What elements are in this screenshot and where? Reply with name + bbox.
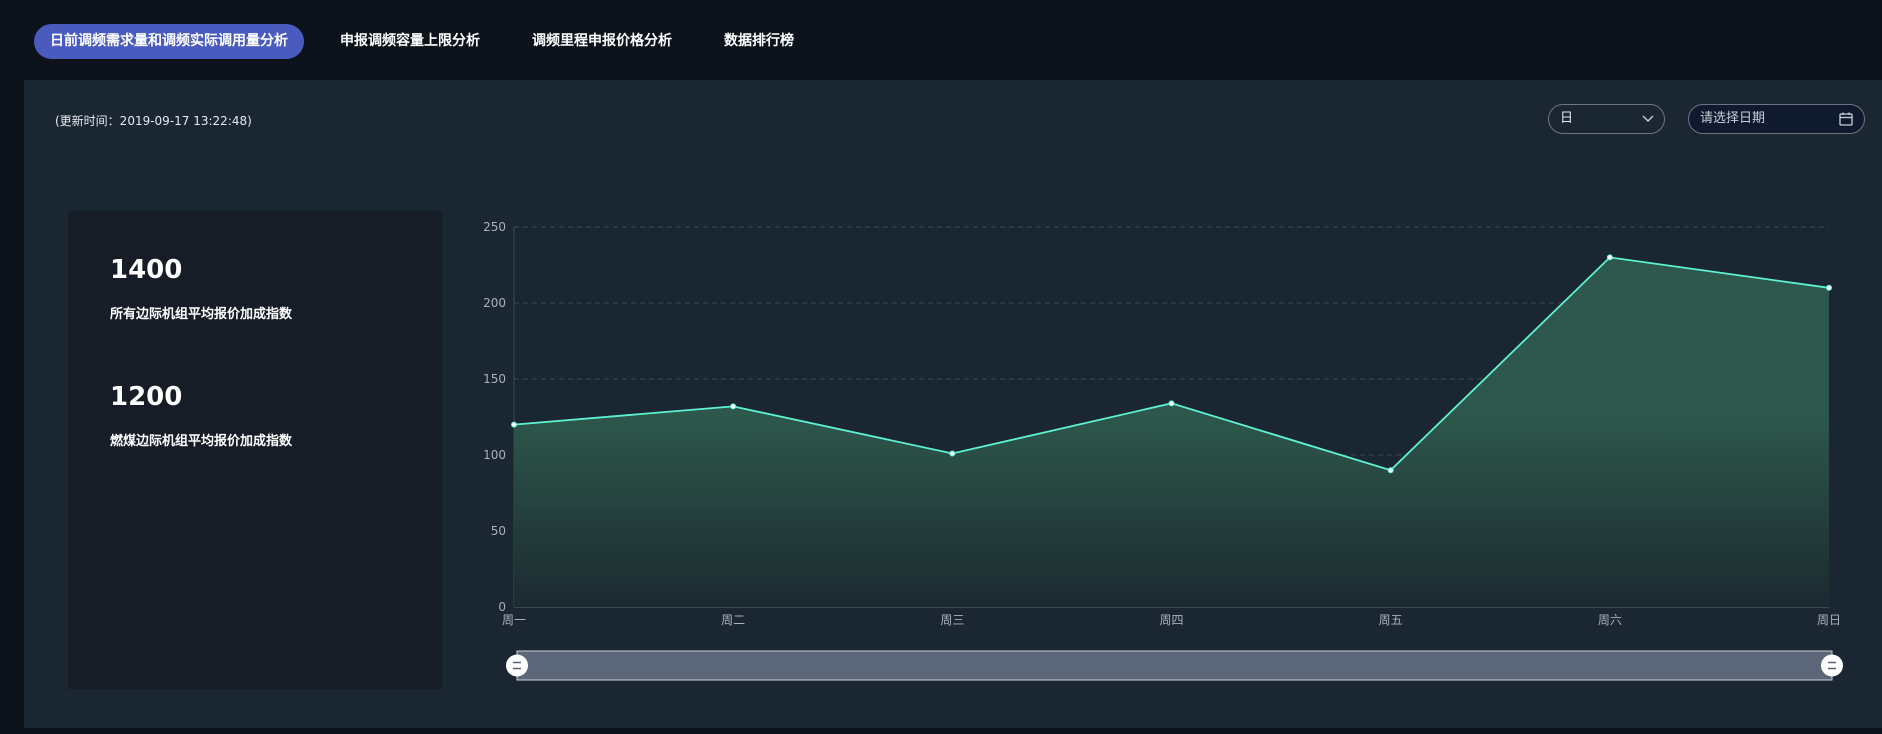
update-time: (更新时间：2019-09-17 13:22:48) — [55, 114, 252, 128]
x-tick-label: 周二 — [721, 613, 745, 627]
period-select[interactable]: 日 — [1548, 104, 1665, 134]
zoom-handle-left[interactable] — [506, 654, 528, 677]
y-tick-label: 50 — [491, 524, 506, 538]
stat-coal-label: 燃煤边际机组平均报价加成指数 — [110, 434, 293, 449]
stat-coal-value: 1200 — [110, 382, 183, 412]
data-point[interactable] — [949, 450, 956, 457]
x-tick-label: 周五 — [1379, 613, 1403, 627]
x-axis: 周一 周二 周三 周四 周五 周六 周日 — [502, 613, 1841, 627]
stat-all-value: 1400 — [110, 255, 183, 285]
data-point[interactable] — [1606, 254, 1613, 261]
series-area — [514, 257, 1829, 607]
data-point[interactable] — [1826, 284, 1832, 291]
calendar-icon — [1839, 112, 1853, 126]
chevron-down-icon — [1642, 115, 1654, 122]
tab-demand-vs-usage[interactable]: 日前调频需求量和调频实际调用量分析 — [34, 24, 304, 59]
x-tick-label: 周三 — [940, 613, 964, 627]
zoom-window[interactable] — [516, 650, 1833, 681]
x-tick-label: 周四 — [1159, 613, 1183, 627]
x-tick-label: 周六 — [1598, 613, 1622, 627]
tab-ranking[interactable]: 数据排行榜 — [724, 33, 794, 49]
date-placeholder: 请选择日期 — [1700, 111, 1766, 126]
stat-all-label: 所有边际机组平均报价加成指数 — [110, 307, 293, 322]
x-tick-label: 周日 — [1817, 613, 1841, 627]
data-point[interactable] — [1168, 400, 1175, 407]
y-axis: 0 50 100 150 200 250 — [483, 220, 506, 614]
y-tick-label: 100 — [483, 448, 506, 462]
zoom-handle-right[interactable] — [1821, 654, 1843, 677]
series-points — [511, 254, 1832, 474]
period-select-value: 日 — [1560, 111, 1574, 126]
data-zoom-slider[interactable] — [506, 650, 1843, 681]
stats-panel: 1400 所有边际机组平均报价加成指数 1200 燃煤边际机组平均报价加成指数 — [68, 211, 442, 689]
y-tick-label: 0 — [498, 600, 506, 614]
y-tick-label: 250 — [483, 220, 506, 234]
date-picker[interactable]: 请选择日期 — [1688, 104, 1865, 134]
data-point[interactable] — [1387, 467, 1394, 474]
y-tick-label: 150 — [483, 372, 506, 386]
y-tick-label: 200 — [483, 296, 506, 310]
tab-bar: 日前调频需求量和调频实际调用量分析 申报调频容量上限分析 调频里程申报价格分析 … — [0, 0, 1882, 80]
tab-capacity-limit[interactable]: 申报调频容量上限分析 — [340, 33, 480, 49]
series-area-fill — [514, 257, 1829, 607]
x-tick-label: 周一 — [502, 613, 526, 627]
tab-mileage-price[interactable]: 调频里程申报价格分析 — [532, 33, 672, 49]
data-point[interactable] — [730, 403, 737, 410]
data-point[interactable] — [511, 421, 517, 428]
